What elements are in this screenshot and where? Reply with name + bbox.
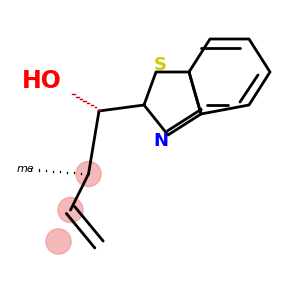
Circle shape bbox=[76, 161, 101, 187]
Circle shape bbox=[58, 197, 83, 223]
Text: N: N bbox=[153, 132, 168, 150]
Text: me: me bbox=[16, 164, 34, 175]
Text: S: S bbox=[154, 56, 167, 74]
Text: HO: HO bbox=[22, 69, 62, 93]
Circle shape bbox=[46, 229, 71, 254]
